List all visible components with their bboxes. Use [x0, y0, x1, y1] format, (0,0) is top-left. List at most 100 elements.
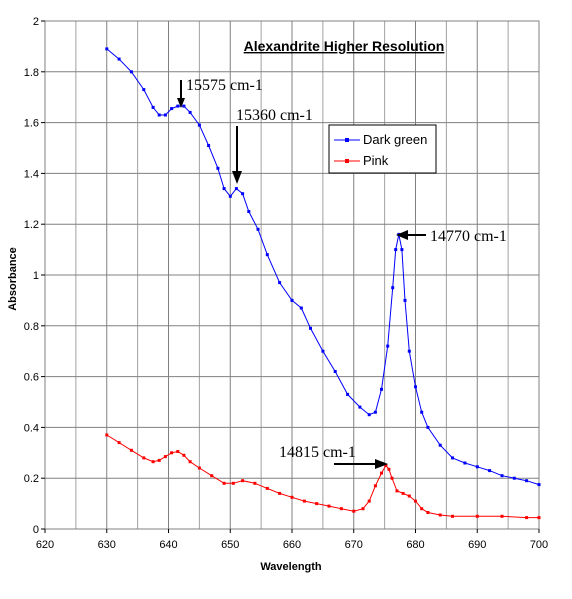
data-point-dark-green	[391, 286, 395, 290]
x-tick-label: 690	[468, 539, 486, 551]
data-point-pink	[525, 516, 529, 520]
data-point-dark-green	[463, 461, 467, 465]
annotation-14815-arrow-head	[375, 459, 388, 469]
data-point-dark-green	[129, 70, 133, 74]
data-point-dark-green	[414, 385, 417, 389]
data-point-dark-green	[500, 474, 504, 478]
x-tick-label: 660	[283, 539, 301, 551]
x-tick-label: 700	[530, 539, 548, 551]
data-point-dark-green	[157, 113, 161, 117]
data-point-dark-green	[512, 476, 516, 480]
data-point-dark-green	[367, 413, 371, 417]
data-point-dark-green	[151, 105, 155, 109]
x-tick-label: 640	[159, 539, 177, 551]
legend-box	[328, 124, 437, 174]
data-point-pink	[231, 481, 235, 485]
x-tick-label: 630	[98, 539, 116, 551]
data-point-dark-green	[176, 104, 180, 108]
data-point-pink	[253, 481, 257, 485]
data-point-dark-green	[400, 248, 404, 252]
data-point-pink	[222, 481, 226, 485]
data-point-dark-green	[358, 405, 362, 409]
data-point-pink	[420, 507, 424, 511]
y-tick-label: 0.6	[24, 372, 39, 384]
data-point-dark-green	[256, 227, 260, 231]
y-tick-label: 0.8	[24, 321, 39, 333]
data-point-pink	[129, 448, 133, 452]
x-axis-ticks: 620 630 640 650 660 670 680 690 700	[36, 529, 548, 551]
data-point-pink	[151, 460, 155, 464]
data-point-pink	[197, 466, 201, 470]
y-tick-label: 0	[33, 524, 39, 536]
y-axis-ticks: 0 0.2 0.4 0.6 0.8 1 1.2 1.4 1.6 1.8 2	[24, 16, 45, 536]
data-point-pink	[390, 476, 394, 480]
data-point-dark-green	[407, 349, 411, 353]
annotation-15360-label: 15360 cm-1	[236, 107, 313, 124]
y-tick-label: 0.2	[24, 473, 39, 485]
data-point-pink	[500, 514, 504, 518]
annotation-14815: 14815 cm-1	[279, 444, 388, 469]
plot-area	[44, 20, 541, 530]
data-point-pink	[384, 464, 388, 467]
x-tick-label: 670	[345, 539, 363, 551]
data-point-pink	[475, 514, 479, 518]
annotation-14815-label: 14815 cm-1	[279, 444, 356, 461]
data-point-pink	[352, 509, 356, 513]
data-point-pink	[157, 458, 161, 462]
data-point-pink	[163, 455, 167, 459]
data-point-dark-green	[216, 166, 220, 170]
x-tick-label: 620	[36, 539, 54, 551]
annotation-15360-arrow-head	[232, 171, 242, 184]
data-point-pink	[451, 514, 454, 518]
data-point-dark-green	[234, 187, 238, 191]
data-point-pink	[290, 495, 294, 499]
data-point-pink	[188, 460, 192, 464]
data-point-dark-green	[105, 47, 109, 51]
y-tick-label: 1.6	[24, 118, 39, 130]
data-point-dark-green	[537, 483, 541, 487]
data-point-dark-green	[403, 298, 407, 302]
data-point-dark-green	[228, 194, 232, 198]
y-tick-label: 1.2	[24, 219, 39, 231]
data-point-pink	[373, 484, 377, 488]
data-point-dark-green	[309, 326, 312, 330]
data-point-pink	[537, 516, 541, 520]
data-point-pink	[361, 507, 365, 511]
y-tick-label: 1.8	[24, 67, 39, 79]
data-point-dark-green	[451, 456, 454, 460]
data-point-pink	[339, 507, 343, 511]
data-point-pink	[426, 511, 430, 514]
data-point-pink	[327, 504, 331, 508]
data-point-dark-green	[373, 410, 377, 414]
data-point-dark-green	[117, 57, 121, 61]
data-point-dark-green	[380, 387, 383, 391]
data-point-dark-green	[197, 123, 201, 127]
data-point-pink	[176, 450, 180, 453]
y-tick-label: 0.4	[24, 422, 39, 434]
data-point-pink	[387, 467, 391, 471]
data-point-dark-green	[241, 192, 245, 196]
annotation-14770-arrow-head	[396, 230, 408, 240]
x-tick-label: 650	[221, 539, 239, 551]
data-point-pink	[401, 491, 405, 495]
annotation-14770: 14770 cm-1	[396, 228, 507, 245]
annotations: 15575 cm-1 15360 cm-1 14770 cm-1 14815 c…	[177, 77, 507, 469]
data-point-dark-green	[333, 370, 337, 373]
data-point-pink	[278, 491, 282, 495]
data-point-dark-green	[394, 248, 398, 252]
data-point-dark-green	[265, 253, 269, 257]
data-point-dark-green	[525, 479, 529, 483]
data-point-dark-green	[188, 110, 192, 114]
annotation-15575-label: 15575 cm-1	[186, 77, 263, 94]
data-point-pink	[142, 456, 146, 460]
data-point-dark-green	[321, 349, 325, 353]
x-axis-title: Wavelength	[260, 561, 322, 573]
y-tick-label: 1	[33, 270, 39, 282]
data-point-dark-green	[207, 144, 211, 147]
legend-marker-dark-green	[345, 138, 349, 142]
data-point-dark-green	[182, 104, 186, 108]
data-point-pink	[367, 499, 371, 503]
data-point-dark-green	[163, 113, 167, 117]
data-point-pink	[241, 479, 245, 483]
